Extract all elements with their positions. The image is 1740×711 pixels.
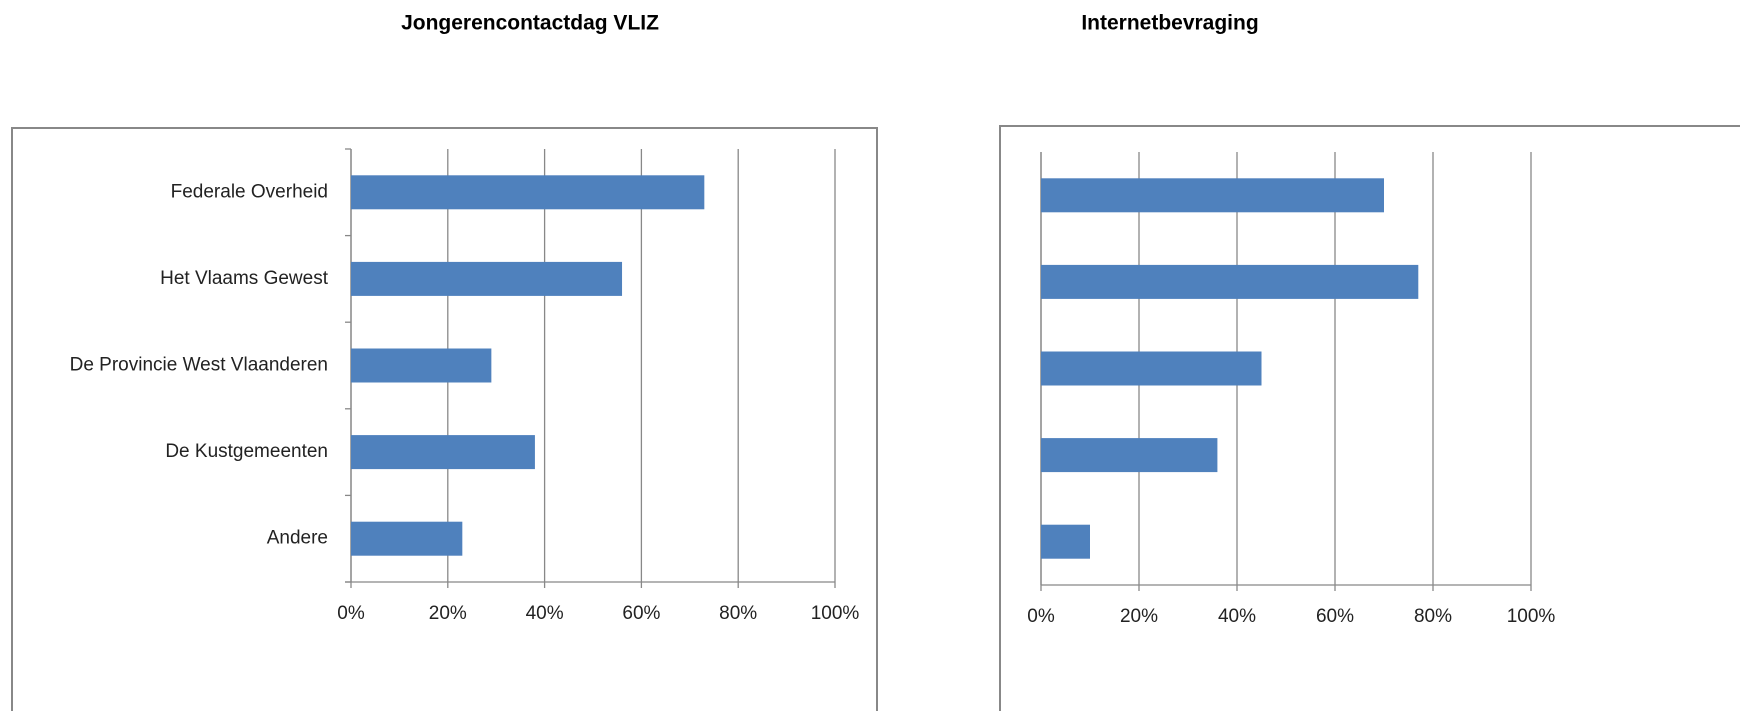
chart-title: Jongerencontactdag VLIZ bbox=[401, 12, 659, 35]
x-tick-label: 20% bbox=[1120, 606, 1158, 627]
bar bbox=[1041, 438, 1218, 473]
x-tick-label: 60% bbox=[1316, 606, 1354, 627]
chart-frame bbox=[11, 127, 878, 711]
x-tick-label: 80% bbox=[719, 603, 757, 624]
y-tick-label: Het Vlaams Gewest bbox=[160, 268, 329, 289]
x-tick-label: 60% bbox=[622, 603, 660, 624]
y-tick-label: De Kustgemeenten bbox=[165, 441, 328, 462]
x-tick-label: 40% bbox=[526, 603, 564, 624]
x-tick-label: 100% bbox=[1507, 606, 1556, 627]
y-tick-label: Andere bbox=[267, 528, 328, 549]
x-tick-label: 0% bbox=[337, 603, 365, 624]
y-tick-label: De Provincie West Vlaanderen bbox=[70, 355, 328, 376]
x-tick-label: 80% bbox=[1414, 606, 1452, 627]
x-tick-label: 40% bbox=[1218, 606, 1256, 627]
y-tick-label: Federale Overheid bbox=[171, 181, 328, 202]
bar bbox=[1041, 264, 1419, 299]
x-tick-label: 100% bbox=[811, 603, 860, 624]
x-tick-label: 20% bbox=[429, 603, 467, 624]
bar bbox=[1041, 178, 1384, 213]
bar bbox=[351, 521, 463, 556]
bar bbox=[351, 435, 535, 470]
chart-frame bbox=[999, 125, 1740, 711]
x-tick-label: 0% bbox=[1027, 606, 1055, 627]
chart-title: Internetbevraging bbox=[1081, 12, 1258, 35]
bar bbox=[1041, 524, 1090, 559]
bar bbox=[351, 175, 705, 210]
bar bbox=[351, 348, 492, 383]
bar bbox=[1041, 351, 1262, 386]
bar bbox=[351, 261, 623, 296]
